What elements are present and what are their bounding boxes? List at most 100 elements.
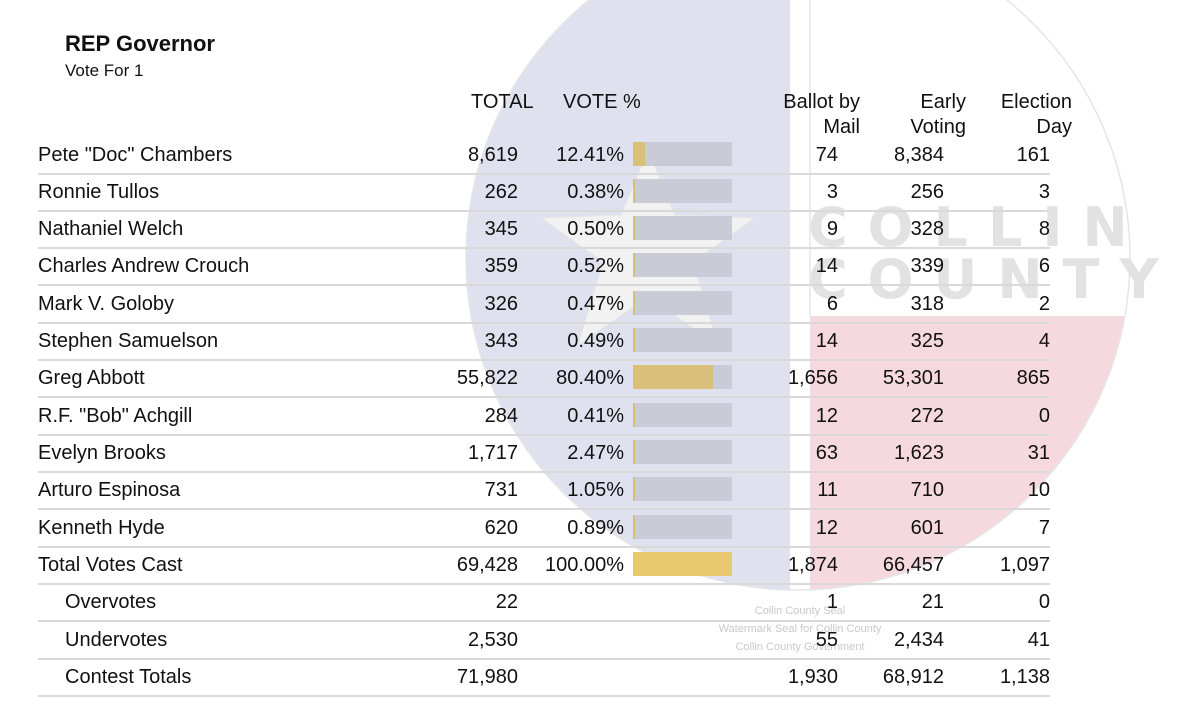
- undervotes-label: Undervotes: [65, 629, 168, 651]
- header-vote-pct: VOTE %: [563, 91, 641, 113]
- election-day-votes: 10: [1027, 479, 1050, 501]
- vote-percent: 0.89%: [567, 517, 624, 539]
- vote-bar-fill: [633, 253, 635, 277]
- election-day-votes: 0: [1038, 591, 1050, 613]
- candidate-name: Nathaniel Welch: [38, 218, 184, 240]
- total-votes: 262: [484, 181, 518, 203]
- total-votes: 69,428: [456, 554, 518, 576]
- total-votes: 71,980: [456, 666, 518, 688]
- vote-bar-fill: [633, 515, 635, 539]
- vote-bar-track: [633, 291, 732, 315]
- early-votes: 66,457: [882, 554, 944, 576]
- vote-percent: 0.50%: [567, 218, 624, 240]
- undervotes-row: Undervotes 2,530 55 2,434 41: [38, 623, 1050, 660]
- mail-votes: 12: [815, 517, 838, 539]
- early-votes: 710: [910, 479, 944, 501]
- vote-bar-track: [633, 142, 732, 166]
- vote-bar-fill: [633, 477, 635, 501]
- early-votes: 68,912: [882, 666, 944, 688]
- vote-bar-track: [633, 515, 732, 539]
- candidate-row: Charles Andrew Crouch 359 0.52% 14 339 6: [38, 249, 1050, 286]
- row-divider: [38, 284, 1050, 286]
- row-divider: [38, 396, 1050, 398]
- watermark-caption-1: Collin County Seal: [754, 605, 846, 617]
- mail-votes: 9: [826, 218, 838, 240]
- early-votes: 256: [910, 181, 944, 203]
- row-divider: [38, 173, 1050, 175]
- row-divider: [38, 359, 1050, 361]
- candidate-row: Pete "Doc" Chambers 8,619 12.41% 74 8,38…: [38, 138, 1050, 175]
- candidate-row: Evelyn Brooks 1,717 2.47% 63 1,623 31: [38, 436, 1050, 473]
- total-votes: 284: [484, 405, 518, 427]
- row-divider: [38, 546, 1050, 548]
- header-ballot-by-mail: Ballot by Mail: [783, 91, 860, 138]
- total-votes-cast-label: Total Votes Cast: [38, 554, 183, 576]
- row-divider: [38, 210, 1050, 212]
- watermark-caption-2: Watermark Seal for Collin County: [718, 623, 882, 635]
- vote-bar-fill: [633, 179, 635, 203]
- mail-votes: 1: [826, 591, 838, 613]
- total-votes-cast-row: Total Votes Cast 69,428 100.00% 1,874 66…: [38, 548, 1050, 585]
- vote-percent: 1.05%: [567, 479, 624, 501]
- candidate-row: Kenneth Hyde 620 0.89% 12 601 7: [38, 511, 1050, 548]
- election-day-votes: 41: [1027, 629, 1050, 651]
- early-votes: 8,384: [893, 144, 944, 166]
- election-day-votes: 161: [1016, 144, 1050, 166]
- early-votes: 21: [921, 591, 944, 613]
- total-votes: 731: [484, 479, 518, 501]
- early-votes: 53,301: [882, 367, 944, 389]
- vote-bar-track: [633, 328, 732, 352]
- row-divider: [38, 434, 1050, 436]
- candidate-name: R.F. "Bob" Achgill: [38, 405, 193, 427]
- total-votes: 359: [484, 255, 518, 277]
- vote-percent: 0.38%: [567, 181, 624, 203]
- candidate-name: Greg Abbott: [38, 367, 145, 389]
- vote-bar-fill: [633, 365, 713, 389]
- vote-percent: 12.41%: [556, 144, 624, 166]
- candidate-name: Kenneth Hyde: [38, 517, 165, 539]
- vote-percent: 100.00%: [545, 554, 624, 576]
- header-election-day: Election Day: [1000, 91, 1072, 138]
- candidate-row: Nathaniel Welch 345 0.50% 9 328 8: [38, 212, 1050, 249]
- vote-bar-fill: [633, 552, 732, 576]
- election-day-votes: 4: [1038, 330, 1050, 352]
- watermark-caption-3: Collin County Government: [735, 641, 865, 653]
- mail-votes: 74: [815, 144, 838, 166]
- header-early-voting: Early Voting: [910, 91, 966, 138]
- candidate-row: Ronnie Tullos 262 0.38% 3 256 3: [38, 175, 1050, 212]
- mail-votes: 1,930: [787, 666, 838, 688]
- total-votes: 55,822: [456, 367, 518, 389]
- early-votes: 601: [910, 517, 944, 539]
- election-day-votes: 1,097: [999, 554, 1050, 576]
- contest-totals-row: Contest Totals 71,980 1,930 68,912 1,138: [38, 660, 1050, 697]
- mail-votes: 55: [815, 629, 838, 651]
- candidate-name: Ronnie Tullos: [38, 181, 160, 203]
- row-divider: [38, 658, 1050, 660]
- vote-bar-track: [633, 216, 732, 240]
- total-votes: 8,619: [467, 144, 518, 166]
- candidate-row: R.F. "Bob" Achgill 284 0.41% 12 272 0: [38, 399, 1050, 436]
- vote-bar-fill: [633, 142, 646, 166]
- overvotes-row: Overvotes 22 1 21 0: [38, 585, 1050, 622]
- early-votes: 1,623: [893, 442, 944, 464]
- vote-bar-track: [633, 403, 732, 427]
- election-day-votes: 865: [1016, 367, 1050, 389]
- row-divider: [38, 471, 1050, 473]
- total-votes: 326: [484, 293, 518, 315]
- vote-bar-track: [633, 440, 732, 464]
- vote-percent: 0.47%: [567, 293, 624, 315]
- total-votes: 343: [484, 330, 518, 352]
- candidate-row: Arturo Espinosa 731 1.05% 11 710 10: [38, 473, 1050, 510]
- vote-bar-track: [633, 365, 732, 389]
- overvotes-label: Overvotes: [65, 591, 157, 613]
- mail-votes: 14: [815, 255, 838, 277]
- candidate-row: Mark V. Goloby 326 0.47% 6 318 2: [38, 287, 1050, 324]
- early-votes: 339: [910, 255, 944, 277]
- election-day-votes: 31: [1027, 442, 1050, 464]
- candidate-name: Evelyn Brooks: [38, 442, 166, 464]
- vote-percent: 0.41%: [567, 405, 624, 427]
- vote-bar-track: [633, 477, 732, 501]
- total-votes: 1,717: [467, 442, 518, 464]
- row-divider: [38, 583, 1050, 585]
- total-votes: 2,530: [467, 629, 518, 651]
